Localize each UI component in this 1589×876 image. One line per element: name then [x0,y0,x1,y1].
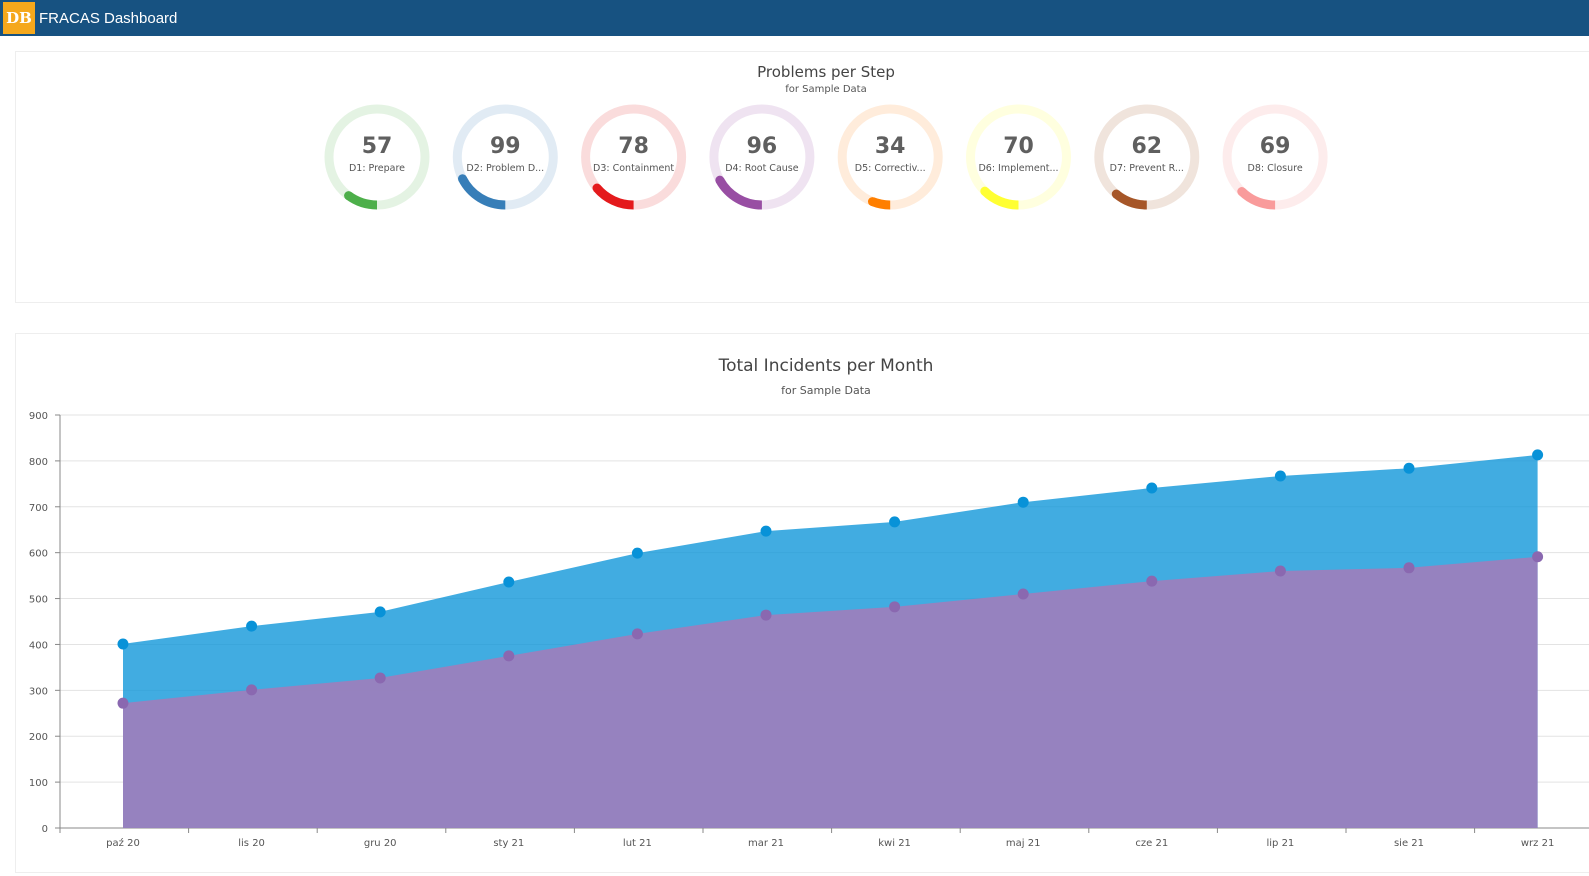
x-tick-label: kwi 21 [878,838,911,849]
chart-subtitle: for Sample Data [781,384,871,397]
y-tick-label: 200 [29,732,48,743]
gauge-label: D2: Problem D... [466,163,544,174]
step-gauge: 70 D6: Implement... [966,104,1071,210]
data-point [760,609,772,621]
x-tick-label: sie 21 [1394,838,1424,849]
x-tick-label: cze 21 [1135,838,1168,849]
top-bar: DB FRACAS Dashboard [0,0,1589,36]
data-point [1146,482,1158,494]
y-tick-label: 300 [29,686,48,697]
steps-subtitle: for Sample Data [785,84,867,95]
data-point [760,525,772,537]
y-tick-label: 700 [29,503,48,514]
x-tick-label: lip 21 [1266,838,1294,849]
gauge-arc-cap [344,191,354,201]
y-tick-label: 0 [42,824,48,835]
x-tick-label: paź 20 [106,837,140,849]
x-tick-label: lis 20 [238,838,265,849]
gauge-label: D3: Containment [593,163,674,174]
data-point [889,516,901,528]
x-tick-label: sty 21 [493,838,524,849]
gauge-arc [458,176,506,210]
gauge-arc-cap [458,174,468,184]
gauge-value: 62 [1131,134,1162,159]
data-point [117,638,129,650]
gauge-value: 70 [1003,134,1034,159]
gauge-label: D7: Prevent R... [1110,163,1184,174]
data-point [503,576,515,588]
gauge-label: D5: Correctiv... [855,163,926,174]
area-chart: 0 100 200 300 400 500 600 700 800 900 paź 20 lis 20… [29,411,1589,849]
data-point [246,684,258,696]
gauge-arc-cap [867,197,877,207]
gauge-value: 99 [490,134,521,159]
data-point [631,547,643,559]
data-point [503,650,515,662]
data-point [1274,565,1286,577]
gauge-value: 57 [362,134,393,159]
gauge-value: 96 [747,134,778,159]
gauge-label: D8: Closure [1248,163,1303,174]
data-point [1146,575,1158,587]
gauge-arc-cap [1111,189,1121,199]
gauge-arc [715,177,763,210]
series-area-2 [123,556,1538,828]
data-point [1403,562,1415,574]
logo: DB [3,2,35,34]
step-gauge: 78 D3: Containment [581,104,687,210]
app-title: FRACAS Dashboard [39,9,178,27]
gauge-value: 78 [618,134,649,159]
data-point [1017,496,1029,508]
problems-per-step-card: Problems per Step for Sample Data 57 D1: … [15,51,1589,303]
data-point [1274,470,1286,482]
data-point [1532,551,1544,563]
data-point [889,601,901,613]
data-point [1403,462,1415,474]
y-tick-label: 800 [29,457,48,468]
y-tick-label: 900 [29,411,48,422]
data-point [374,606,386,618]
data-point [117,697,129,709]
y-tick-label: 500 [29,595,48,606]
y-tick-label: 100 [29,778,48,789]
data-point [246,620,258,632]
step-gauge: 34 D5: Correctiv... [837,104,943,210]
gauge-value: 34 [875,134,906,159]
incidents-chart-card: Total Incidents per Month for Sample Dat… [15,333,1589,873]
data-point [374,672,386,684]
gauge-label: D6: Implement... [978,163,1058,174]
steps-title: Problems per Step [757,63,895,81]
y-tick-label: 600 [29,549,48,560]
step-gauge: 62 D7: Prevent R... [1094,104,1200,210]
chart-title: Total Incidents per Month [718,356,934,376]
gauge-arc-cap [980,186,990,196]
step-gauge: 96 D4: Root Cause [709,104,815,210]
step-gauge: 57 D1: Prepare [324,104,430,210]
x-tick-label: mar 21 [748,838,784,849]
data-point [1532,449,1544,461]
gauge-label: D1: Prepare [349,163,405,174]
gauge-arc-cap [592,183,602,193]
data-point [631,628,643,640]
x-tick-label: wrz 21 [1521,838,1554,849]
x-tick-label: gru 20 [364,838,397,849]
step-gauges: 57 D1: Prepare 99 D2: Problem D... 78 D3: Con… [324,104,1328,210]
step-gauge: 99 D2: Problem D... [452,104,558,210]
x-tick-label: lut 21 [623,838,652,849]
gauge-value: 69 [1260,134,1291,159]
x-tick-label: maj 21 [1006,838,1041,849]
gauge-label: D4: Root Cause [725,163,799,174]
gauge-arc-cap [1237,187,1247,197]
y-tick-label: 400 [29,640,48,651]
step-gauge: 69 D8: Closure [1222,104,1328,210]
gauge-arc-cap [715,175,725,185]
data-point [1017,588,1029,600]
